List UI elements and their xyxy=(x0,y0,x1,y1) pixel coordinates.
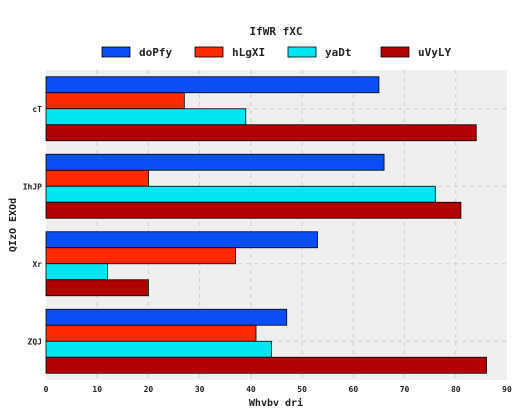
legend-label: doPfy xyxy=(139,46,172,59)
legend-swatch xyxy=(194,46,224,58)
y-tick-label: IhJP xyxy=(23,182,42,191)
y-tick-label: cT xyxy=(32,105,42,114)
bar-doPfy-cT xyxy=(45,76,380,94)
bar-uVyLY-cT xyxy=(45,124,477,142)
legend-swatch xyxy=(101,46,131,58)
legend-label: yaDt xyxy=(325,46,352,59)
legend-label: hLgXI xyxy=(232,46,265,59)
x-axis-label: Whvbv dri xyxy=(249,397,303,409)
bar-uVyLY-Xr xyxy=(45,279,149,297)
x-tick-label: 10 xyxy=(92,385,102,394)
bar-hLgXI-cT xyxy=(45,92,185,110)
y-axis-ticks: cT IhJP Xr ZQJ xyxy=(23,105,42,347)
legend-swatch xyxy=(287,46,317,58)
bar-yaDt-Xr xyxy=(45,263,108,281)
bar-yaDt-ZQJ xyxy=(45,340,272,358)
bar-uVyLY-ZQJ xyxy=(45,356,487,374)
bar-uVyLY-IhJP xyxy=(45,201,462,219)
x-tick-label: 80 xyxy=(451,385,461,394)
bar-hLgXI-IhJP xyxy=(45,169,149,187)
bar-yaDt-IhJP xyxy=(45,185,436,203)
legend: doPfy hLgXI yaDt uVyLY xyxy=(101,46,451,59)
x-tick-label: 40 xyxy=(246,385,256,394)
x-axis-ticks: 0 10 20 30 40 50 60 70 80 90 xyxy=(44,385,512,394)
bar-hLgXI-Xr xyxy=(45,247,236,265)
x-tick-label: 50 xyxy=(297,385,307,394)
bar-yaDt-cT xyxy=(45,108,247,126)
y-tick-label: ZQJ xyxy=(28,337,42,346)
bar-doPfy-Xr xyxy=(45,231,318,249)
legend-swatch xyxy=(380,46,410,58)
y-tick-label: Xr xyxy=(32,260,42,269)
x-tick-label: 20 xyxy=(144,385,154,394)
x-tick-label: 0 xyxy=(44,385,49,394)
y-axis-label: QIzO EXOd xyxy=(8,198,19,252)
x-tick-label: 90 xyxy=(502,385,512,394)
x-tick-label: 70 xyxy=(400,385,410,394)
bar-hLgXI-ZQJ xyxy=(45,324,257,342)
legend-label: uVyLY xyxy=(418,46,451,59)
x-tick-label: 30 xyxy=(195,385,205,394)
x-tick-label: 60 xyxy=(349,385,359,394)
bars xyxy=(45,76,487,374)
chart-title: IfWR fXC xyxy=(250,25,303,38)
bar-doPfy-IhJP xyxy=(45,153,385,171)
bar-doPfy-ZQJ xyxy=(45,308,288,326)
